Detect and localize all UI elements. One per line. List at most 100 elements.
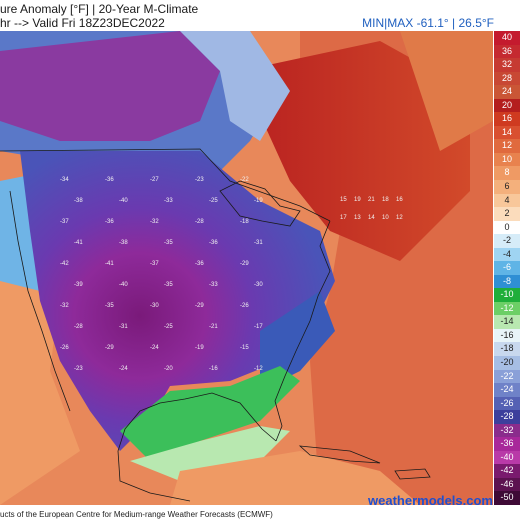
- legend-tick: 14: [494, 125, 520, 140]
- anomaly-value-label: -30: [254, 282, 263, 288]
- anomaly-value-label: -41: [74, 240, 83, 246]
- anomaly-value-label: -31: [254, 240, 263, 246]
- legend-tick: -12: [494, 301, 520, 316]
- legend-tick: -2: [494, 234, 520, 248]
- anomaly-value-label: -42: [60, 261, 69, 267]
- mexico-coastline: [117, 450, 191, 502]
- legend-tick: 12: [494, 139, 520, 153]
- map-title: ure Anomaly [°F] | 20-Year M-Climate: [0, 2, 199, 16]
- anomaly-value-label: -16: [209, 366, 218, 372]
- legend-tick: -46: [494, 477, 520, 492]
- anomaly-value-label: -23: [74, 366, 83, 372]
- anomaly-value-label: -36: [209, 240, 218, 246]
- legend-tick: 0: [494, 220, 520, 235]
- great-lakes-outline: [219, 180, 301, 227]
- gulf-coastline: [117, 392, 277, 452]
- legend-tick: -24: [494, 383, 520, 397]
- anomaly-value-label: -25: [209, 198, 218, 204]
- anomaly-value-label: -36: [105, 219, 114, 225]
- anomaly-value-label: -32: [60, 303, 69, 309]
- anomaly-value-label: -31: [119, 324, 128, 330]
- anomaly-value-label: -12: [254, 366, 263, 372]
- anomaly-value-label: -28: [74, 324, 83, 330]
- anomaly-value-label: -35: [164, 240, 173, 246]
- legend-tick: 6: [494, 179, 520, 194]
- legend-tick: 40: [494, 31, 520, 45]
- anomaly-value-label: 21: [368, 197, 375, 203]
- anomaly-value-label: -29: [195, 303, 204, 309]
- anomaly-value-label: 13: [354, 215, 361, 221]
- legend-tick: 24: [494, 85, 520, 99]
- anomaly-map: -34 -36 -27 -23 -22 -38 -40 -33 -25 -19 -37 -36 -32 -…: [0, 31, 493, 505]
- anomaly-value-label: -38: [74, 198, 83, 204]
- anomaly-value-label: -17: [254, 324, 263, 330]
- anomaly-value-label: -26: [240, 303, 249, 309]
- anomaly-value-label: -23: [195, 177, 204, 183]
- website-link[interactable]: weathermodels.com: [368, 493, 493, 508]
- anomaly-value-label: -40: [119, 198, 128, 204]
- anomaly-value-label: -41: [105, 261, 114, 267]
- legend-tick: 8: [494, 166, 520, 180]
- legend-tick: -14: [494, 315, 520, 329]
- anomaly-value-label: -29: [240, 261, 249, 267]
- anomaly-labels: -34 -36 -27 -23 -22 -38 -40 -33 -25 -19 -37 -36 -32 -…: [60, 177, 403, 372]
- anomaly-value-label: -25: [164, 324, 173, 330]
- legend-tick: -22: [494, 369, 520, 384]
- anomaly-value-label: -36: [105, 177, 114, 183]
- legend-tick: -20: [494, 356, 520, 370]
- anomaly-value-label: 17: [340, 215, 347, 221]
- anomaly-value-label: -33: [209, 282, 218, 288]
- anomaly-value-label: -27: [150, 177, 159, 183]
- legend-tick: -36: [494, 437, 520, 451]
- anomaly-value-label: 14: [368, 215, 375, 221]
- anomaly-value-label: -21: [209, 324, 218, 330]
- anomaly-value-label: -37: [150, 261, 159, 267]
- anomaly-value-label: -35: [164, 282, 173, 288]
- anomaly-value-label: 18: [382, 197, 389, 203]
- legend-tick: -16: [494, 328, 520, 343]
- legend-tick: -40: [494, 450, 520, 465]
- anomaly-value-label: -24: [150, 345, 159, 351]
- anomaly-value-label: -24: [119, 366, 128, 372]
- coastlines: [0, 148, 431, 502]
- legend-tick: -42: [494, 464, 520, 478]
- pacific-coastline: [9, 190, 71, 412]
- anomaly-value-label: -37: [60, 219, 69, 225]
- gulf-green-band: [120, 366, 300, 461]
- canada-border: [0, 148, 331, 222]
- anomaly-value-label: -26: [60, 345, 69, 351]
- anomaly-value-label: -19: [254, 198, 263, 204]
- legend-tick: 36: [494, 44, 520, 59]
- color-scale-legend: 40 36 32 28 24 20 16 14 12 10 8 6 4 2 0 -2 -4 -6 -8 -10 -12-…: [494, 31, 520, 505]
- legend-tick: 4: [494, 193, 520, 208]
- legend-tick: -8: [494, 274, 520, 289]
- atlantic-coastline: [274, 220, 331, 442]
- legend-tick: 16: [494, 112, 520, 126]
- anomaly-value-label: -36: [195, 261, 204, 267]
- anomaly-value-label: -15: [240, 345, 249, 351]
- anomaly-value-label: 19: [354, 197, 361, 203]
- anomaly-value-label: 16: [396, 197, 403, 203]
- legend-tick: -28: [494, 410, 520, 424]
- anomaly-value-label: -29: [105, 345, 114, 351]
- anomaly-value-label: -32: [150, 219, 159, 225]
- legend-tick: 10: [494, 152, 520, 167]
- northeast-warm-core: [240, 41, 470, 261]
- southeast-blue-band: [260, 291, 335, 391]
- legend-tick: -6: [494, 261, 520, 275]
- anomaly-value-label: 12: [396, 215, 403, 221]
- anomaly-value-label: -22: [240, 177, 249, 183]
- cold-outbreak-region: [20, 151, 335, 451]
- hispaniola-outline: [394, 468, 431, 480]
- anomaly-value-label: -38: [119, 240, 128, 246]
- anomaly-value-label: 10: [382, 215, 389, 221]
- valid-time-label: hr --> Valid Fri 18Z23DEC2022: [0, 16, 165, 30]
- legend-tick: -26: [494, 396, 520, 411]
- cuba-outline: [298, 445, 381, 464]
- far-northeast-orange: [400, 31, 493, 151]
- canada-purple-band: [0, 31, 220, 141]
- legend-tick: -10: [494, 288, 520, 302]
- anomaly-value-label: -40: [119, 282, 128, 288]
- legend-tick: -50: [494, 491, 520, 505]
